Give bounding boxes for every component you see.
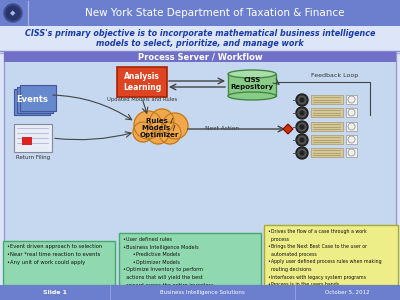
Circle shape: [300, 111, 304, 115]
Circle shape: [298, 123, 306, 131]
Circle shape: [150, 109, 174, 133]
Circle shape: [147, 122, 169, 144]
FancyBboxPatch shape: [14, 89, 50, 115]
Circle shape: [296, 107, 308, 119]
Circle shape: [298, 96, 306, 104]
Circle shape: [300, 98, 304, 102]
Text: •Drives the flow of a case through a work
  process
•Brings the Next Best Case t: •Drives the flow of a case through a wor…: [268, 229, 382, 300]
FancyBboxPatch shape: [264, 225, 398, 285]
FancyBboxPatch shape: [346, 135, 357, 144]
Circle shape: [6, 6, 20, 20]
Circle shape: [296, 147, 308, 159]
Text: CISS's primary objective is to incorporate mathematical business intelligence: CISS's primary objective is to incorpora…: [25, 29, 375, 38]
Text: Updated Models and Rules: Updated Models and Rules: [107, 98, 177, 103]
Circle shape: [300, 125, 304, 129]
FancyBboxPatch shape: [22, 137, 32, 145]
FancyBboxPatch shape: [4, 52, 396, 285]
Circle shape: [300, 151, 304, 155]
FancyBboxPatch shape: [311, 148, 343, 157]
Circle shape: [298, 149, 306, 157]
FancyBboxPatch shape: [311, 95, 343, 104]
Circle shape: [134, 111, 162, 139]
Polygon shape: [283, 124, 293, 134]
FancyBboxPatch shape: [0, 0, 400, 26]
Circle shape: [4, 4, 22, 22]
FancyBboxPatch shape: [311, 108, 343, 117]
FancyBboxPatch shape: [4, 52, 396, 62]
Text: •Event driven approach to selection
•Near *real time reaction to events
•Any uni: •Event driven approach to selection •Nea…: [7, 244, 102, 265]
Circle shape: [296, 134, 308, 146]
Text: Slide 1: Slide 1: [43, 290, 67, 295]
Text: Return Filing: Return Filing: [16, 154, 50, 160]
Circle shape: [162, 113, 188, 139]
Text: models to select, prioritize, and manage work: models to select, prioritize, and manage…: [96, 38, 304, 47]
Text: Next Action: Next Action: [205, 127, 239, 131]
Text: October 5, 2012: October 5, 2012: [325, 290, 369, 295]
Text: New York State Department of Taxation & Finance: New York State Department of Taxation & …: [85, 8, 345, 18]
Circle shape: [296, 94, 308, 106]
FancyBboxPatch shape: [346, 122, 357, 131]
FancyBboxPatch shape: [14, 124, 52, 152]
Text: Process Server / Workflow: Process Server / Workflow: [138, 52, 262, 62]
Circle shape: [300, 138, 304, 142]
Text: CISS
Repository: CISS Repository: [230, 77, 274, 91]
Ellipse shape: [228, 70, 276, 78]
Circle shape: [298, 109, 306, 117]
Circle shape: [133, 122, 153, 142]
Text: •User defined rules
•Business Intelligence Models
      •Predictive Models
     : •User defined rules •Business Intelligen…: [123, 237, 214, 288]
FancyBboxPatch shape: [311, 135, 343, 144]
Ellipse shape: [228, 92, 276, 100]
FancyBboxPatch shape: [17, 87, 53, 113]
Circle shape: [298, 136, 306, 144]
Text: Events: Events: [16, 95, 48, 104]
Text: Feedback Loop: Feedback Loop: [311, 73, 359, 77]
FancyBboxPatch shape: [228, 74, 276, 96]
FancyBboxPatch shape: [3, 241, 115, 285]
FancyBboxPatch shape: [346, 108, 357, 117]
Circle shape: [159, 122, 181, 144]
FancyBboxPatch shape: [0, 26, 400, 52]
Text: Rules /
Models /
Optimizer: Rules / Models / Optimizer: [139, 118, 179, 138]
FancyBboxPatch shape: [311, 122, 343, 131]
Text: ◆: ◆: [10, 10, 16, 16]
Text: Analysis
Learning: Analysis Learning: [123, 72, 161, 92]
FancyBboxPatch shape: [346, 95, 357, 104]
FancyBboxPatch shape: [117, 67, 167, 97]
Circle shape: [296, 121, 308, 133]
Text: Business Intelligence Solutions: Business Intelligence Solutions: [160, 290, 244, 295]
FancyBboxPatch shape: [0, 285, 400, 300]
FancyBboxPatch shape: [119, 233, 261, 285]
FancyBboxPatch shape: [346, 148, 357, 157]
FancyBboxPatch shape: [20, 85, 56, 111]
